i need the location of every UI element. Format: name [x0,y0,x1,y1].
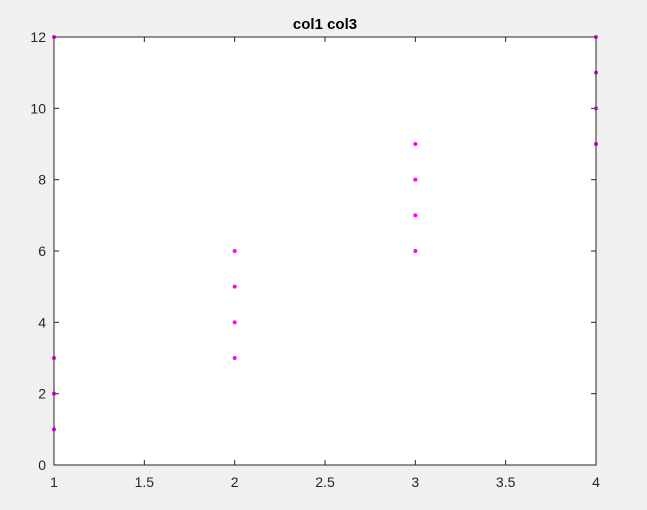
y-tick-label: 6 [38,243,46,259]
data-point [413,142,418,146]
x-tick-label: 2.5 [315,474,335,490]
y-tick-label: 4 [38,314,46,330]
data-point [232,356,237,360]
data-point [413,213,418,218]
axes-box [53,36,597,466]
x-tick-label: 3.5 [496,474,516,490]
data-point [413,249,418,253]
data-point [232,320,237,325]
x-tick-label: 3 [411,474,419,490]
y-tick-label: 8 [38,172,46,188]
data-point [232,284,237,289]
tick-labels: 1 1.5 2 2.5 3 3.5 4 0 2 4 6 8 10 12 [30,29,600,490]
x-tick-label: 4 [592,474,600,490]
x-tick-label: 2 [231,474,239,490]
data-point [413,177,418,182]
data-points [52,35,598,432]
axes-background [54,37,596,465]
y-tick-label: 10 [30,100,46,116]
y-tick-label: 12 [30,29,46,45]
x-tick-label: 1 [50,474,58,490]
y-tick-label: 0 [38,457,46,473]
x-tick-label: 1.5 [135,474,155,490]
data-point [232,249,237,253]
chart-title: col1 col3 [293,16,357,33]
y-tick-label: 2 [38,386,46,402]
